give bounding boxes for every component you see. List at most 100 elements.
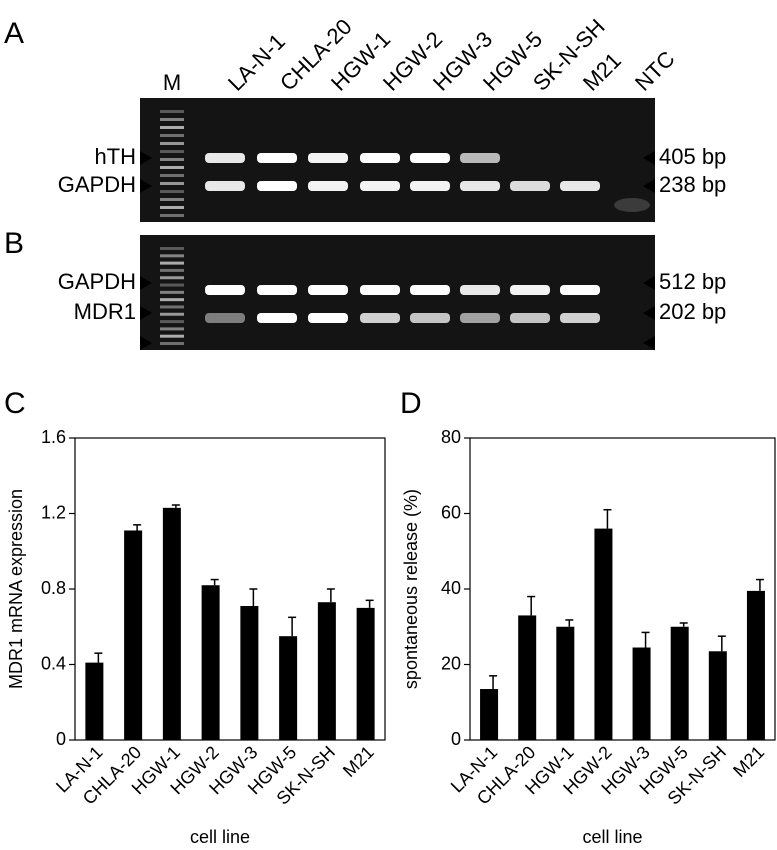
gel-band bbox=[510, 313, 550, 323]
ladder-band bbox=[160, 298, 184, 302]
lane-label: LA-N-1 bbox=[223, 29, 290, 96]
gel-band bbox=[308, 153, 348, 163]
bar bbox=[317, 602, 336, 740]
arrowhead bbox=[140, 306, 152, 320]
bar bbox=[480, 689, 499, 740]
arrowhead bbox=[140, 151, 152, 165]
gel-band bbox=[205, 153, 245, 163]
ladder-band bbox=[160, 110, 184, 113]
lane-label: M bbox=[163, 70, 181, 95]
gel-band bbox=[460, 181, 500, 191]
gel-band bbox=[560, 181, 600, 191]
y-tick-label: 0.8 bbox=[41, 578, 66, 598]
ladder-band bbox=[160, 305, 184, 309]
bar bbox=[85, 662, 104, 740]
bar bbox=[356, 607, 375, 740]
gel-band bbox=[205, 285, 245, 295]
y-axis-label: spontaneous release (%) bbox=[401, 489, 421, 689]
ladder-band bbox=[160, 320, 184, 324]
y-tick-label: 0 bbox=[451, 729, 461, 749]
ladder-band bbox=[160, 276, 184, 280]
ladder-band bbox=[160, 158, 184, 161]
bar bbox=[594, 528, 613, 740]
ladder-band bbox=[160, 312, 184, 316]
ladder-band bbox=[160, 126, 184, 129]
gel-band bbox=[360, 153, 400, 163]
plot-frame bbox=[469, 437, 776, 741]
band-size-label: 512 bp bbox=[659, 269, 726, 294]
arrowhead bbox=[643, 179, 655, 193]
gel-band bbox=[257, 181, 297, 191]
band-size-label: 202 bp bbox=[659, 299, 726, 324]
band-label: hTH bbox=[94, 144, 136, 169]
arrowhead bbox=[643, 306, 655, 320]
ladder-band bbox=[160, 342, 184, 345]
ladder-band bbox=[160, 190, 184, 193]
x-axis-label: cell line bbox=[190, 827, 250, 847]
gel-band bbox=[410, 285, 450, 295]
panel-letter: A bbox=[4, 17, 24, 50]
gel-band bbox=[360, 181, 400, 191]
y-tick-label: 0.4 bbox=[41, 653, 66, 673]
gel-band bbox=[360, 313, 400, 323]
gel-band bbox=[205, 313, 245, 323]
ladder-band bbox=[160, 118, 184, 121]
x-axis-label: cell line bbox=[582, 827, 642, 847]
gel-band bbox=[460, 153, 500, 163]
gel-band bbox=[308, 313, 348, 323]
plot-frame bbox=[74, 437, 386, 741]
arrowhead bbox=[643, 151, 655, 165]
gel-band bbox=[308, 181, 348, 191]
gel-band bbox=[510, 285, 550, 295]
ladder-band bbox=[160, 182, 184, 185]
y-tick-label: 1.6 bbox=[41, 427, 66, 447]
ladder-band bbox=[160, 290, 184, 294]
ladder-band bbox=[160, 261, 184, 265]
band-label: MDR1 bbox=[74, 299, 136, 324]
band-label: GAPDH bbox=[58, 172, 136, 197]
gel-band bbox=[257, 285, 297, 295]
bar bbox=[518, 615, 537, 740]
arrowhead bbox=[643, 276, 655, 290]
ladder-band bbox=[160, 150, 184, 153]
gel-band bbox=[510, 181, 550, 191]
y-tick-label: 80 bbox=[441, 427, 461, 447]
bar bbox=[632, 647, 651, 740]
gel-band bbox=[205, 181, 245, 191]
ladder-band bbox=[160, 247, 184, 250]
arrowhead bbox=[140, 336, 152, 350]
ladder-band bbox=[160, 268, 184, 272]
panel-letter: B bbox=[4, 227, 24, 260]
gel-band bbox=[360, 285, 400, 295]
band-size-label: 238 bp bbox=[659, 172, 726, 197]
gel-band bbox=[308, 285, 348, 295]
arrowhead bbox=[140, 179, 152, 193]
ladder-band bbox=[160, 327, 184, 331]
ladder-band bbox=[160, 166, 184, 169]
band-label: GAPDH bbox=[58, 269, 136, 294]
gel-band bbox=[460, 285, 500, 295]
ladder-band bbox=[160, 254, 184, 258]
gel-band bbox=[410, 181, 450, 191]
gel-band bbox=[560, 285, 600, 295]
y-axis-label: MDR1 mRNA expression bbox=[6, 489, 26, 689]
gel-band bbox=[560, 313, 600, 323]
x-tick-label: M21 bbox=[729, 742, 768, 781]
bar bbox=[556, 626, 575, 740]
x-tick-label: M21 bbox=[339, 742, 378, 781]
bar bbox=[124, 530, 143, 740]
arrowhead bbox=[643, 336, 655, 350]
y-tick-label: 1.2 bbox=[41, 502, 66, 522]
bar bbox=[746, 590, 765, 740]
y-tick-label: 60 bbox=[441, 502, 461, 522]
gel-band bbox=[410, 313, 450, 323]
y-tick-label: 20 bbox=[441, 653, 461, 673]
bar bbox=[708, 651, 727, 740]
arrowhead bbox=[140, 276, 152, 290]
ladder-band bbox=[160, 206, 184, 209]
gel-band bbox=[257, 153, 297, 163]
ladder-band bbox=[160, 174, 184, 177]
y-tick-label: 40 bbox=[441, 578, 461, 598]
bar bbox=[670, 626, 689, 740]
